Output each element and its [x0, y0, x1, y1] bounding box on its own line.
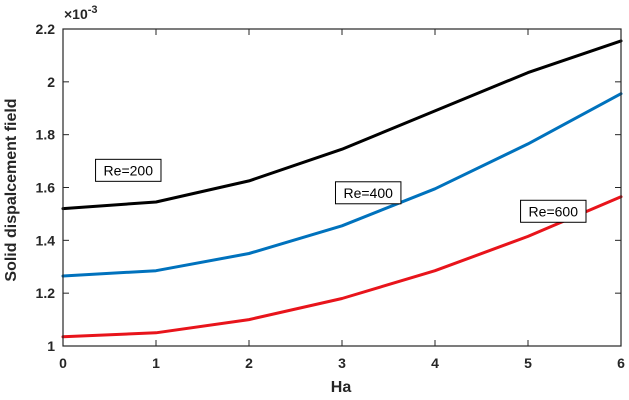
- annotation-label: Re=600: [529, 203, 579, 219]
- x-tick-label: 1: [152, 355, 160, 371]
- y-tick-label: 1.6: [36, 180, 56, 196]
- series-line-0: [61, 39, 623, 211]
- axis-exponent-label: ×10-3: [64, 4, 98, 22]
- exponent-power: -3: [88, 4, 98, 16]
- y-tick-label: 2.2: [36, 21, 56, 37]
- annotation-frame: [95, 158, 162, 182]
- y-tick-label: 1.4: [36, 232, 56, 248]
- annotation-frame: [520, 199, 587, 223]
- annotation-frame: [334, 181, 402, 205]
- annotation-label: Re=200: [104, 162, 154, 178]
- annotation-label: Re=400: [343, 185, 393, 201]
- exponent-base: ×10: [64, 6, 88, 22]
- annotation-box: Re=200: [95, 158, 162, 182]
- y-axis: 1 1.2 1.4 1.6 1.8 2 2.2: [36, 21, 621, 354]
- y-tick-label: 1.8: [36, 127, 56, 143]
- series-line-2: [61, 195, 623, 339]
- x-tick-label: 5: [524, 355, 532, 371]
- x-tick-label: 4: [431, 355, 439, 371]
- annotation-box: Re=600: [520, 199, 587, 223]
- series-line-1: [61, 92, 623, 278]
- y-tick-label: 1.2: [36, 285, 56, 301]
- x-tick-label: 0: [59, 355, 67, 371]
- x-axis-label: Ha: [331, 379, 352, 396]
- x-axis: 0 1 2 3 4 5 6: [59, 29, 625, 371]
- x-tick-label: 2: [245, 355, 253, 371]
- x-tick-label: 3: [338, 355, 346, 371]
- y-tick-label: 2: [47, 74, 55, 90]
- y-axis-label: Solid dispalcement field: [3, 98, 20, 281]
- x-tick-label: 6: [617, 355, 625, 371]
- plot-lines: [61, 39, 623, 339]
- annotations: Re=200 Re=400 Re=600: [95, 158, 587, 223]
- annotation-box: Re=400: [334, 181, 402, 205]
- y-tick-label: 1: [47, 338, 55, 354]
